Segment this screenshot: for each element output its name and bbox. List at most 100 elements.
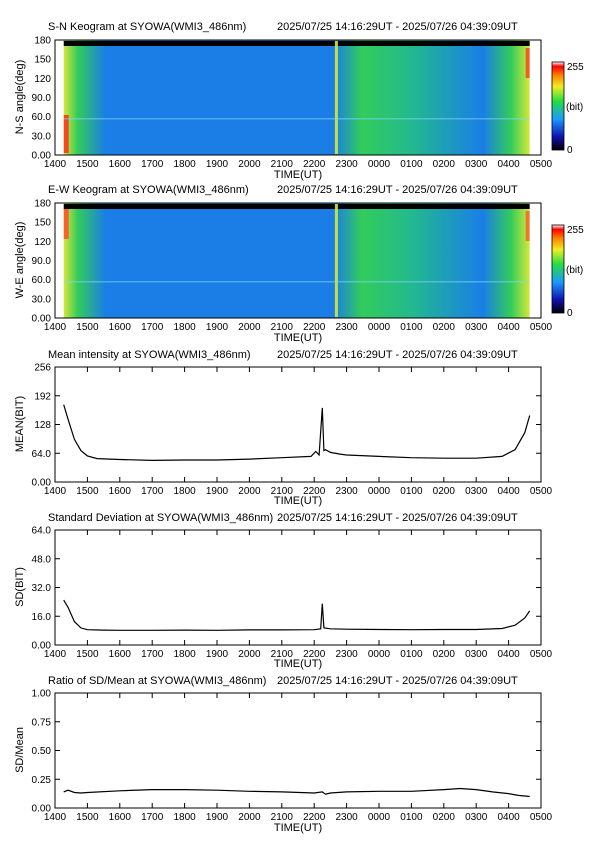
y-tick-label: 0.50 [32,746,52,757]
y-tick-label: 180 [34,199,51,210]
data-line [63,599,531,631]
x-tick-labels: 1400 1500 1600 1700 1800 1900 2000 2100 2200 2300… [44,159,553,170]
y-tick-label: 120 [34,237,51,248]
x-tick-label: 0000 [368,322,391,333]
mean-intensity-panel: Mean intensity at SYOWA(WMI3_486nm) 2025… [14,349,553,507]
axis-ticks [54,529,542,646]
x-tick-label: 1800 [173,159,196,170]
x-tick-label: 0000 [368,649,391,660]
colorbar-unit-label: (bit) [566,102,583,113]
y-tick-labels: 0.00 0.25 0.50 0.75 1.00 [32,689,52,815]
y-tick-label: 0.75 [32,717,52,728]
x-tick-label: 2100 [271,159,294,170]
x-tick-label: 2300 [335,159,358,170]
x-tick-label: 0100 [400,322,423,333]
y-axis-label: MEAN(BIT) [14,396,26,452]
y-tick-label: 64.0 [32,449,52,460]
y-axis-label: N-S angle(deg) [14,60,26,135]
keogram-band [63,118,530,120]
x-tick-label: 0200 [433,322,456,333]
x-tick-label: 1400 [44,812,67,823]
y-tick-label: 16.0 [32,612,52,623]
x-tick-label: 0400 [497,322,520,333]
y-tick-label: 48.0 [32,554,52,565]
x-tick-label: 1400 [44,649,67,660]
x-tick-label: 1700 [141,812,164,823]
colorbar-unit-label: (bit) [566,265,583,276]
y-tick-label: 0.00 [32,804,52,815]
chart-period: 2025/07/25 14:16:29UT - 2025/07/26 04:39… [277,349,518,361]
colorbar-min-label: 0 [567,145,573,156]
keogram-hotspot [63,209,69,239]
y-axis-label: SD/Mean [14,727,26,773]
x-tick-label: 1700 [141,649,164,660]
y-tick-label: 0.00 [32,478,52,489]
y-tick-label: 60.0 [32,112,52,123]
y-axis-label: W-E angle(deg) [14,222,26,299]
plot-frame [54,366,542,483]
x-tick-label: 0300 [465,322,488,333]
x-tick-label: 1600 [109,322,132,333]
x-tick-label: 1500 [76,486,99,497]
x-tick-label: 1900 [206,486,229,497]
keogram-image [63,203,530,318]
y-tick-label: 0.00 [32,314,52,325]
x-tick-labels: 1400 1500 1600 1700 1800 1900 2000 2100 2200 2300… [44,322,553,333]
keogram-band [63,281,530,283]
x-tick-label: 2000 [238,486,261,497]
y-tick-label: 180 [34,36,51,47]
x-axis-label: TIME(UT) [274,495,322,507]
keogram-streak [334,41,338,154]
keogram-streak [334,204,338,317]
x-tick-label: 2300 [335,322,358,333]
y-tick-label: 30.0 [32,131,52,142]
y-tick-label: 1.00 [32,689,52,700]
x-tick-label: 1800 [173,649,196,660]
colorbar [551,61,565,151]
x-tick-label: 1900 [206,649,229,660]
x-tick-label: 2000 [238,649,261,660]
y-tick-label: 64.0 [32,526,52,537]
y-tick-label: 30.0 [32,294,52,305]
y-tick-labels: 0.00 64.0 128 192 256 [32,363,52,489]
x-tick-label: 0300 [465,812,488,823]
x-tick-label: 1500 [76,812,99,823]
x-tick-label: 0400 [497,486,520,497]
series-line [63,599,531,631]
x-tick-label: 1600 [109,159,132,170]
x-tick-label: 1600 [109,486,132,497]
y-tick-labels: 0.00 30.0 60.0 90.0 120 150 180 [32,199,52,325]
plot-frame [54,202,542,319]
std-dev-panel: Standard Deviation at SYOWA(WMI3_486nm) … [14,512,553,670]
x-tick-label: 2200 [303,159,326,170]
series-line [63,404,531,462]
x-axis-label: TIME(UT) [274,169,322,181]
x-tick-label: 2200 [303,649,326,660]
x-tick-label: 2200 [303,486,326,497]
x-tick-label: 1800 [173,812,196,823]
keogram-top-band [63,204,530,209]
x-tick-label: 0100 [400,812,423,823]
x-tick-label: 2300 [335,486,358,497]
x-tick-labels: 1400 1500 1600 1700 1800 1900 2000 2100 2200 2300… [44,486,553,497]
x-tick-label: 1700 [141,159,164,170]
x-tick-label: 0300 [465,649,488,660]
x-tick-label: 2000 [238,812,261,823]
x-tick-label: 1500 [76,159,99,170]
y-tick-label: 192 [34,391,51,402]
x-tick-label: 1600 [109,649,132,660]
x-tick-label: 0400 [497,812,520,823]
x-tick-label: 0300 [465,159,488,170]
x-tick-label: 0000 [368,486,391,497]
keogram-hotspot [525,48,530,78]
y-tick-label: 90.0 [32,256,52,267]
chart-title: Ratio of SD/Mean at SYOWA(WMI3_486nm) [48,675,266,687]
chart-period: 2025/07/25 14:16:29UT - 2025/07/26 04:39… [277,21,518,33]
ew-keogram-panel: E-W Keogram at SYOWA(WMI3_486nm) 2025/07… [14,184,584,344]
x-axis-label: TIME(UT) [274,332,322,344]
x-tick-label: 0500 [530,812,553,823]
axis-ticks [54,366,542,483]
y-tick-label: 120 [34,74,51,85]
x-tick-label: 0000 [368,159,391,170]
